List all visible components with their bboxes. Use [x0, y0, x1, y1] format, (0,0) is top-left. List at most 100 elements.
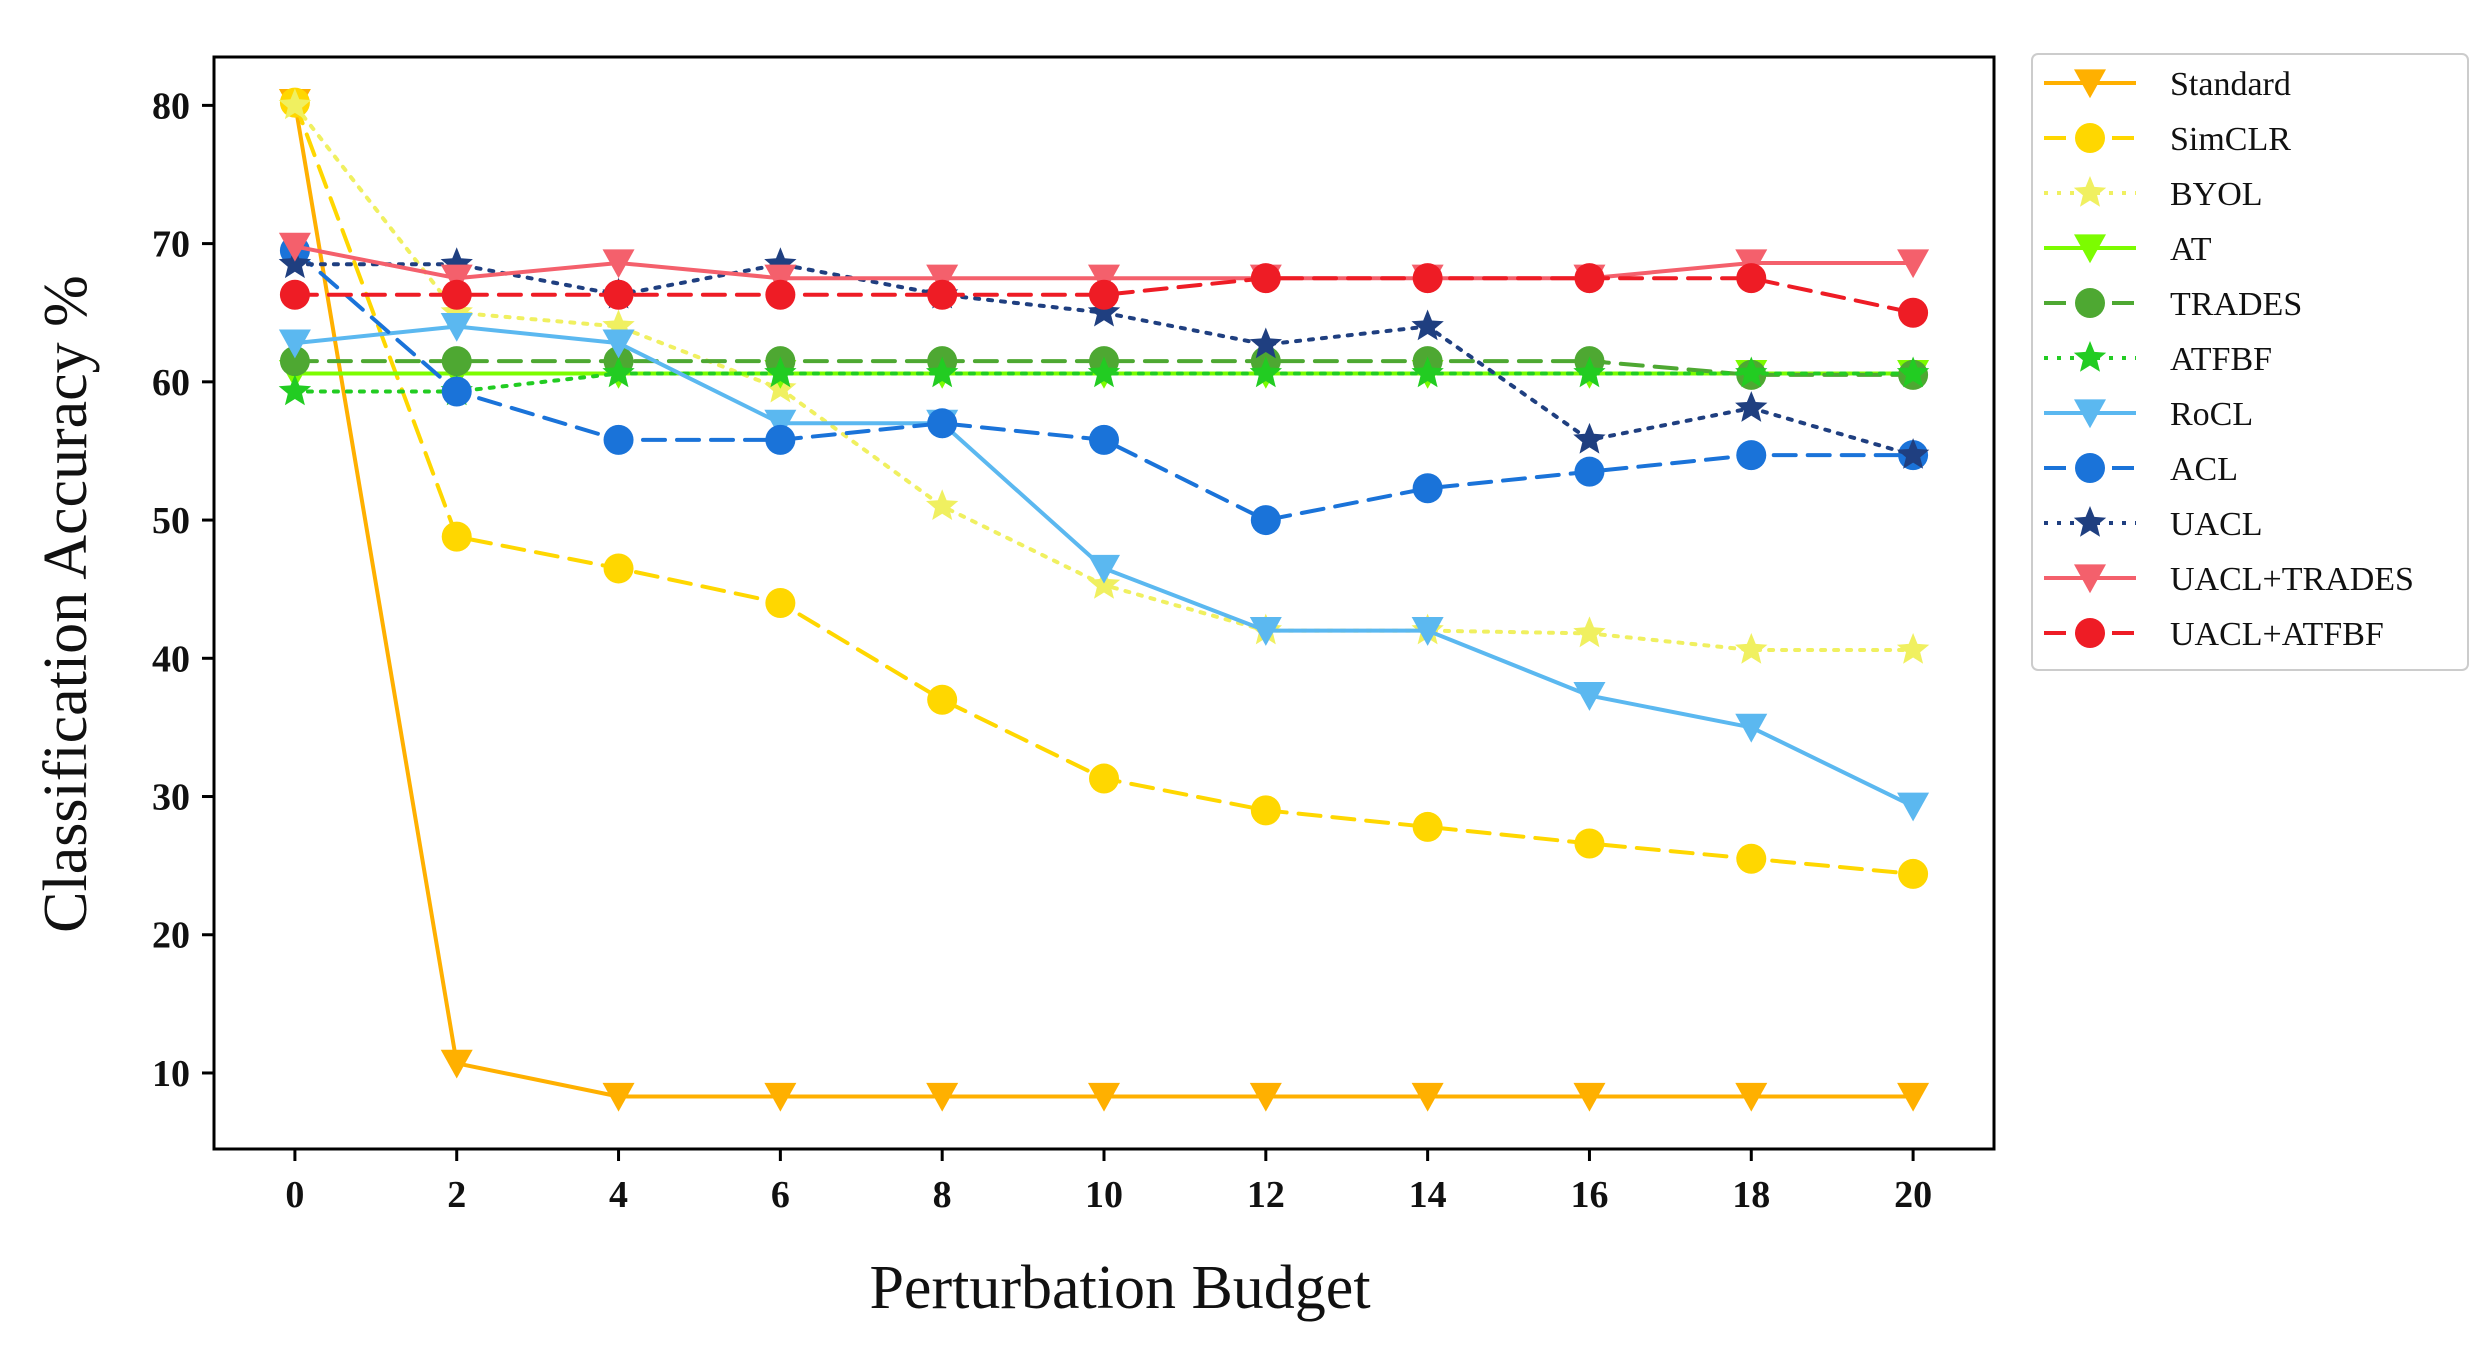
data-point-standard: [1411, 1082, 1444, 1112]
series-line-trades: [292, 359, 1916, 377]
data-point-uacl: [1087, 295, 1121, 327]
legend-marker: [2075, 453, 2105, 483]
x-tick-label: 2: [447, 1174, 466, 1216]
plot-marks: [278, 87, 1930, 1112]
data-point-rocl: [440, 312, 473, 342]
data-point-uacl: [1249, 327, 1282, 359]
data-point-acl: [603, 424, 634, 455]
data-point-acl: [1736, 440, 1767, 471]
legend-marker: [2074, 564, 2106, 594]
data-point-standard: [1249, 1082, 1282, 1112]
series-uacl-atfbf: [279, 263, 1929, 328]
legend-marker: [2074, 69, 2106, 99]
data-point-uacl: [1573, 422, 1606, 454]
data-point-simclr: [1898, 858, 1929, 889]
legend-marker: [2073, 506, 2107, 537]
data-point-uacl-atfbf: [441, 279, 472, 310]
y-tick-label: 20: [152, 915, 190, 957]
data-point-uacl-atfbf: [603, 279, 634, 310]
data-point-byol: [926, 489, 959, 520]
x-tick-label: 12: [1247, 1174, 1285, 1216]
data-point-rocl: [764, 409, 797, 439]
y-tick-label: 70: [152, 224, 190, 266]
legend-marker: [2073, 341, 2107, 372]
legend-entry-acl: ACL: [2044, 451, 2238, 488]
data-point-uacl: [1735, 391, 1768, 422]
x-axis: 0 2 4 6 8 10 12 14 16 18 20: [285, 1149, 1932, 1216]
data-point-uacl-atfbf: [1250, 263, 1281, 294]
data-point-atfbf: [764, 356, 797, 388]
plot-frame: [212, 55, 1996, 1151]
series-atfbf: [278, 356, 1930, 406]
data-point-byol: [278, 88, 312, 120]
data-point-byol: [1573, 616, 1606, 648]
legend-marker: [2075, 618, 2105, 648]
data-point-standard: [1735, 1082, 1768, 1112]
legend-label: RoCL: [2170, 396, 2253, 433]
data-point-uacl-atfbf: [279, 279, 310, 310]
data-point-atfbf: [602, 356, 635, 388]
legend-label: ACL: [2170, 451, 2238, 488]
data-point-acl: [927, 408, 958, 439]
legend-label: UACL: [2170, 506, 2263, 543]
data-point-uacl-trades: [278, 232, 311, 262]
data-point-acl: [1250, 505, 1281, 536]
data-point-atfbf: [1411, 356, 1444, 388]
data-point-uacl-trades: [764, 264, 797, 294]
data-point-acl: [765, 424, 796, 455]
data-point-simclr: [441, 521, 472, 552]
legend: Standard SimCLR BYOL AT TRADES ATFBF RoCL ACL UA…: [2031, 53, 2469, 671]
y-tick-label: 40: [152, 638, 190, 680]
data-point-uacl-trades: [602, 249, 635, 279]
data-point-acl: [1089, 424, 1119, 455]
y-axis-title: Classification Accuracy %: [32, 275, 100, 933]
legend-label: BYOL: [2170, 176, 2263, 213]
legend-entry-uacl-trades: UACL+TRADES: [2044, 561, 2414, 598]
data-point-acl: [1412, 473, 1443, 504]
x-tick-label: 16: [1570, 1174, 1608, 1216]
data-point-atfbf: [1249, 356, 1282, 388]
legend-entry-atfbf: ATFBF: [2044, 341, 2272, 378]
data-point-uacl-atfbf: [927, 279, 958, 310]
data-point-trades: [279, 346, 310, 377]
data-point-uacl-trades: [926, 264, 959, 294]
x-tick-label: 14: [1409, 1174, 1447, 1216]
legend-marker: [2074, 234, 2106, 264]
data-point-atfbf: [926, 356, 959, 388]
data-point-atfbf: [1735, 356, 1768, 388]
legend-marker: [2073, 176, 2107, 207]
series-line-simclr: [292, 100, 1916, 876]
data-point-simclr: [1089, 763, 1119, 794]
data-point-uacl: [278, 247, 312, 279]
legend-label: UACL+ATFBF: [2170, 616, 2384, 653]
data-point-rocl: [602, 329, 635, 359]
legend-entry-trades: TRADES: [2044, 286, 2302, 323]
data-point-simclr: [1250, 795, 1281, 826]
x-tick-label: 6: [771, 1174, 790, 1216]
x-tick-label: 20: [1894, 1174, 1932, 1216]
legend-entry-byol: BYOL: [2044, 176, 2263, 213]
data-point-uacl-trades: [440, 264, 473, 294]
data-point-uacl: [1411, 309, 1444, 341]
data-point-byol: [1735, 633, 1768, 664]
x-tick-label: 18: [1732, 1174, 1770, 1216]
data-point-uacl-atfbf: [1898, 297, 1929, 328]
data-point-simclr: [927, 684, 958, 715]
legend-entry-uacl: UACL: [2044, 506, 2263, 543]
series-rocl: [278, 312, 1930, 822]
legend-marker: [2075, 123, 2105, 153]
data-point-atfbf: [1573, 356, 1606, 388]
data-point-standard: [440, 1049, 473, 1079]
data-point-rocl: [278, 329, 311, 359]
legend-entry-standard: Standard: [2044, 66, 2291, 103]
data-point-simclr: [765, 588, 796, 618]
data-point-rocl: [1735, 713, 1768, 743]
legend-entry-at: AT: [2044, 231, 2212, 268]
data-point-uacl-trades: [1088, 264, 1120, 294]
data-point-uacl-atfbf: [1412, 263, 1443, 294]
data-point-uacl-trades: [1897, 249, 1930, 279]
data-point-simclr: [1574, 828, 1605, 859]
data-point-simclr: [603, 553, 634, 584]
data-point-byol: [1896, 633, 1930, 664]
data-point-acl: [441, 376, 472, 407]
